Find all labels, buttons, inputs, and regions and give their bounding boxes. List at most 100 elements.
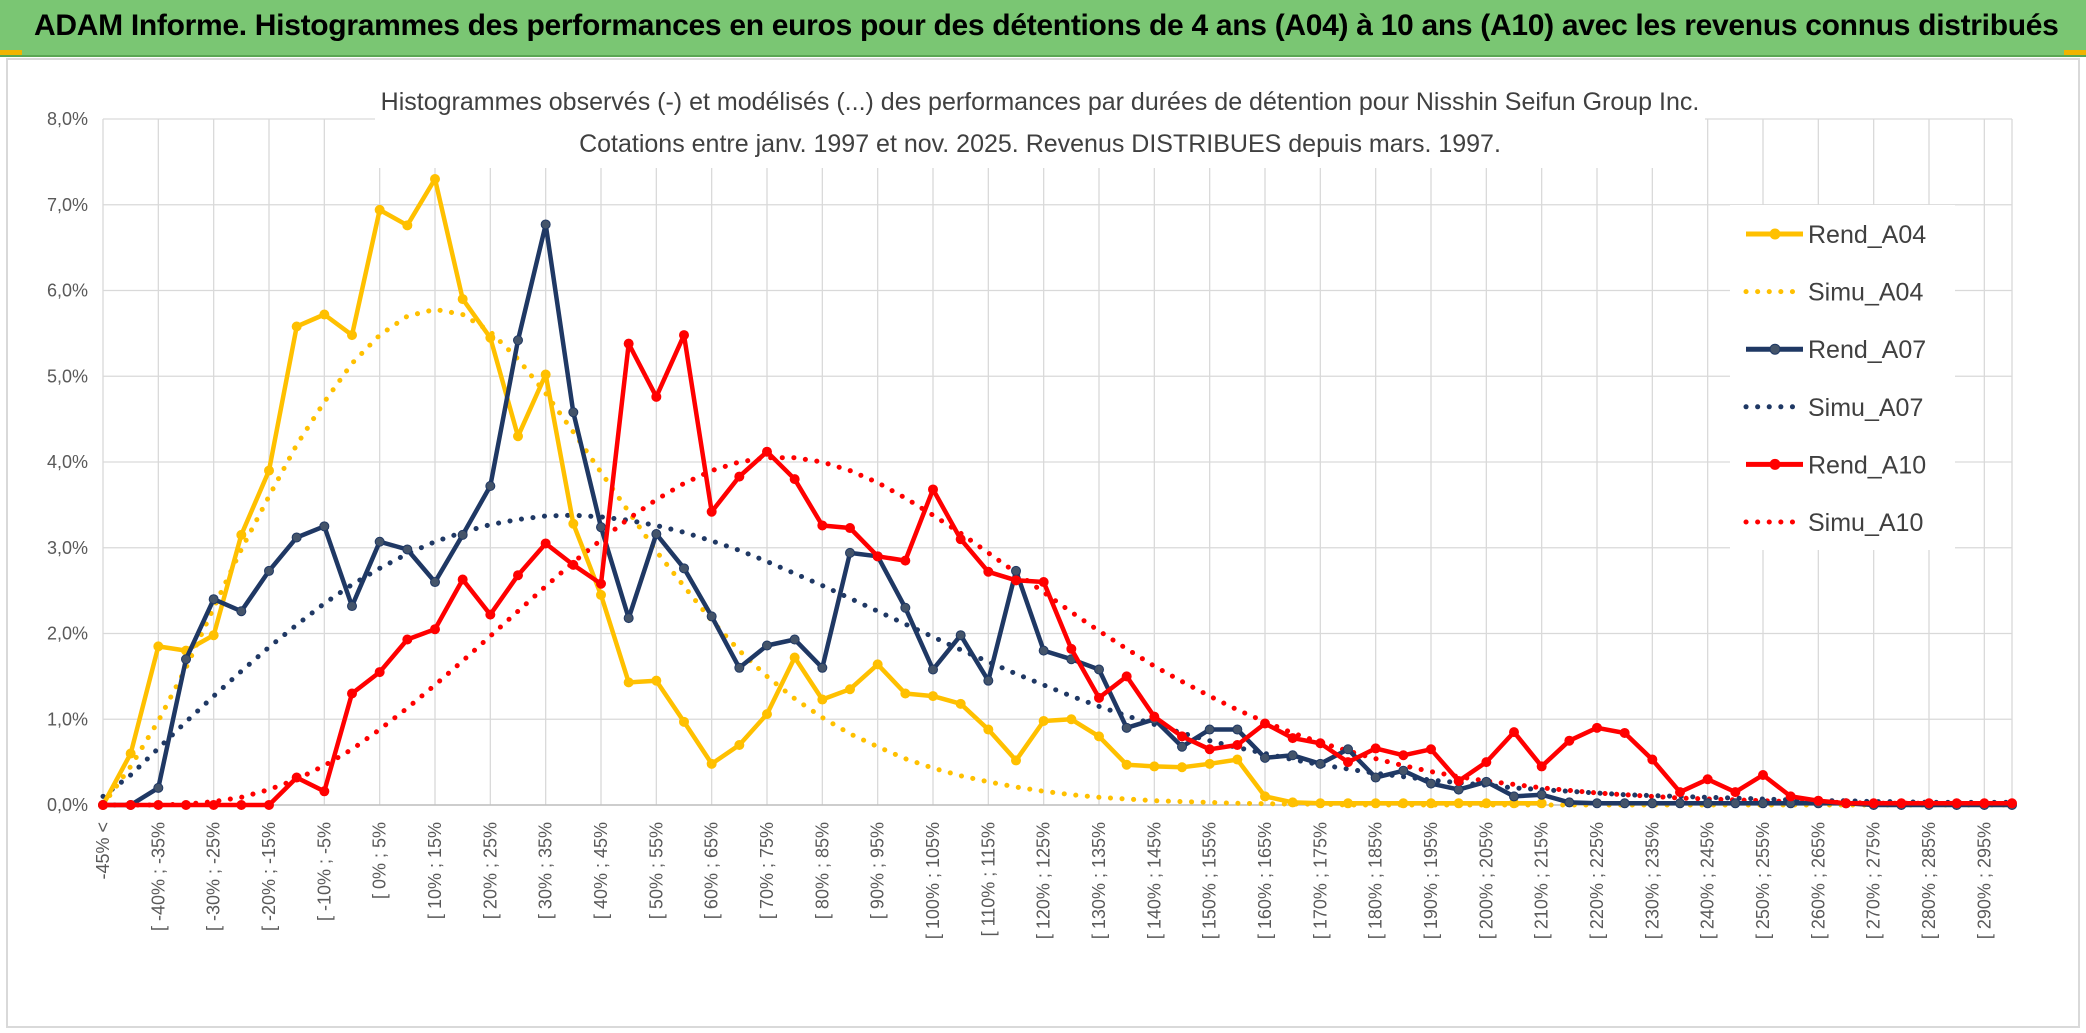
data-point-Rend_A04: [457, 294, 468, 305]
data-point-Rend_A04: [430, 174, 440, 185]
data-point-Rend_A07: [1758, 798, 1768, 809]
data-point-Rend_A04: [651, 675, 662, 686]
y-tick-label: 8,0%: [47, 109, 88, 129]
data-point-Rend_A10: [900, 555, 911, 566]
data-point-Rend_A07: [1260, 752, 1270, 763]
data-point-Rend_A10: [596, 578, 606, 589]
x-tick-label: [ 130% ; 135%: [1089, 822, 1109, 939]
data-point-Rend_A10: [789, 474, 800, 485]
data-point-Rend_A04: [1011, 755, 1021, 766]
series-line-Rend_A10: [103, 332, 2012, 808]
data-point-Rend_A07: [430, 577, 440, 588]
data-point-Rend_A10: [485, 609, 496, 620]
y-tick-label: 3,0%: [47, 538, 88, 558]
data-point-Rend_A10: [181, 800, 191, 810]
data-point-Rend_A10: [1813, 795, 1824, 806]
data-point-Rend_A10: [430, 624, 440, 635]
data-point-Rend_A04: [706, 758, 717, 769]
x-tick-label: [ 260% ; 265%: [1808, 822, 1828, 939]
x-tick-label: [ 220% ; 225%: [1587, 822, 1607, 939]
data-point-Rend_A10: [1647, 754, 1658, 765]
data-point-Rend_A04: [762, 709, 772, 720]
data-point-Rend_A07: [485, 481, 496, 492]
data-point-Rend_A10: [623, 338, 634, 349]
data-point-Rend_A04: [236, 529, 247, 540]
legend-label-Simu_A10: Simu_A10: [1808, 509, 1923, 537]
legend-marker-Rend_A10: [1769, 458, 1781, 470]
data-point-Rend_A07: [1730, 798, 1741, 809]
legend-backdrop: [1730, 205, 1955, 550]
data-point-Rend_A10: [1315, 738, 1326, 749]
data-point-Rend_A10: [1177, 731, 1187, 742]
data-point-Rend_A04: [789, 652, 800, 663]
banner-accent-left: [0, 50, 22, 55]
data-point-Rend_A10: [1619, 727, 1630, 738]
report-banner: ADAM Informe. Histogrammes des performan…: [0, 0, 2086, 57]
x-tick-label: [ 90% ; 95%: [868, 822, 888, 919]
data-point-Rend_A07: [513, 335, 523, 346]
x-tick-label: [ 190% ; 195%: [1421, 822, 1441, 939]
data-point-Rend_A10: [1785, 791, 1796, 802]
x-tick-label: [ 100% ; 105%: [923, 822, 943, 939]
x-tick-label: [ 290% ; 295%: [1974, 822, 1994, 939]
data-point-Rend_A10: [1287, 733, 1298, 744]
data-point-Rend_A10: [1730, 787, 1741, 798]
data-point-Rend_A10: [540, 538, 551, 549]
data-point-Rend_A10: [98, 800, 108, 810]
data-point-Rend_A04: [1260, 791, 1270, 802]
data-point-Rend_A04: [817, 694, 828, 705]
data-point-Rend_A10: [1758, 769, 1768, 780]
x-tick-label: [ 240% ; 245%: [1698, 822, 1718, 939]
data-point-Rend_A10: [1398, 750, 1409, 761]
data-point-Rend_A07: [540, 219, 551, 230]
data-point-Rend_A07: [1592, 798, 1602, 809]
data-point-Rend_A07: [596, 522, 606, 533]
data-point-Rend_A04: [291, 321, 302, 332]
x-tick-label: [ -10% ; -5%: [314, 822, 334, 921]
data-point-Rend_A10: [1979, 798, 1990, 809]
data-point-Rend_A04: [1343, 798, 1353, 809]
data-point-Rend_A10: [1702, 774, 1713, 785]
x-tick-label: [ 250% ; 255%: [1753, 822, 1773, 939]
report-title: ADAM Informe. Histogrammes des performan…: [34, 9, 2059, 42]
legend-label-Rend_A07: Rend_A07: [1808, 336, 1926, 364]
banner-accent-right: [2064, 50, 2086, 55]
data-point-Rend_A10: [1426, 744, 1436, 755]
title-backdrop: [375, 78, 1705, 168]
data-point-Rend_A04: [1453, 798, 1464, 809]
data-point-Rend_A10: [1481, 757, 1492, 768]
data-point-Rend_A10: [264, 800, 274, 810]
data-point-Rend_A04: [1232, 754, 1243, 765]
x-tick-label: -45% <: [93, 822, 113, 880]
x-tick-label: [ 0% ; 5%: [370, 822, 390, 899]
data-point-Rend_A04: [1370, 798, 1381, 809]
data-point-Rend_A07: [983, 675, 994, 686]
x-tick-label: [ 230% ; 235%: [1642, 822, 1662, 939]
data-point-Rend_A07: [623, 613, 634, 624]
data-point-Rend_A07: [1675, 798, 1685, 809]
data-point-Rend_A07: [181, 654, 191, 665]
data-point-Rend_A07: [1315, 758, 1326, 769]
series-line-Simu_A07: [100, 512, 2015, 805]
data-point-Rend_A10: [347, 688, 357, 699]
data-point-Rend_A10: [872, 551, 883, 562]
data-point-Rend_A04: [264, 465, 274, 476]
x-tick-label: [ 70% ; 75%: [757, 822, 777, 919]
data-point-Rend_A10: [457, 574, 468, 585]
data-point-Rend_A07: [679, 563, 689, 574]
data-point-Rend_A04: [347, 330, 357, 341]
data-point-Rend_A04: [845, 684, 855, 695]
data-point-Rend_A07: [153, 782, 164, 793]
legend-label-Simu_A07: Simu_A07: [1808, 394, 1923, 422]
x-tick-label: [ 140% ; 145%: [1144, 822, 1164, 939]
data-point-Rend_A07: [1177, 741, 1187, 752]
data-point-Rend_A10: [1868, 798, 1879, 809]
data-point-Rend_A04: [1066, 714, 1077, 725]
x-tick-label: [ -20% ; -15%: [259, 822, 279, 931]
data-point-Rend_A04: [125, 748, 136, 759]
x-axis-ticks: -45% < [ -40% ; -35% [ -30% ; -25% [ -20% ;…: [93, 822, 1994, 939]
data-point-Rend_A07: [264, 565, 274, 576]
data-point-Rend_A04: [1481, 798, 1492, 809]
data-point-Rend_A07: [1536, 789, 1547, 800]
